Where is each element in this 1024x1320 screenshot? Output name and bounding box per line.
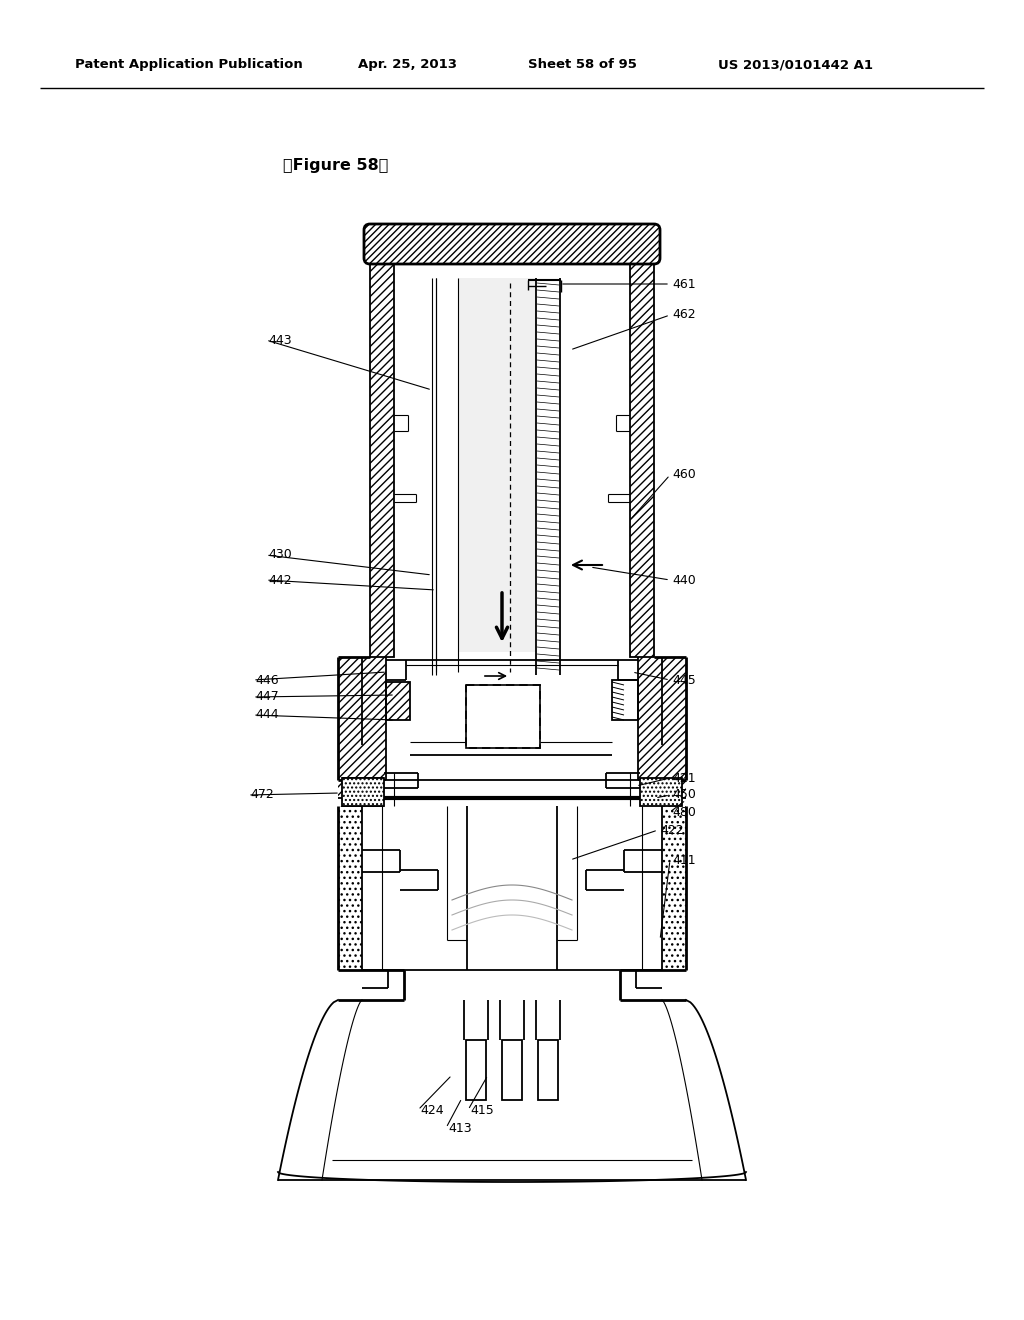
Text: 444: 444 <box>255 709 279 722</box>
Text: 440: 440 <box>672 573 695 586</box>
Bar <box>466 685 540 748</box>
Bar <box>466 685 540 748</box>
Bar <box>662 807 686 970</box>
Bar <box>342 777 384 807</box>
FancyBboxPatch shape <box>364 224 660 264</box>
Bar <box>638 657 686 780</box>
Bar <box>386 682 410 719</box>
Text: 460: 460 <box>672 469 695 482</box>
Text: 480: 480 <box>672 805 696 818</box>
Text: 472: 472 <box>250 788 273 801</box>
Text: 461: 461 <box>672 277 695 290</box>
Text: 447: 447 <box>255 690 279 704</box>
Text: Apr. 25, 2013: Apr. 25, 2013 <box>358 58 457 71</box>
Bar <box>612 680 638 719</box>
Text: US 2013/0101442 A1: US 2013/0101442 A1 <box>718 58 873 71</box>
Text: 445: 445 <box>672 673 695 686</box>
Text: 415: 415 <box>470 1104 494 1117</box>
Bar <box>338 780 362 799</box>
Text: 413: 413 <box>449 1122 472 1134</box>
Bar <box>662 780 686 799</box>
Bar <box>640 777 682 807</box>
Bar <box>502 1040 522 1100</box>
Bar <box>630 257 654 657</box>
Text: 424: 424 <box>420 1104 443 1117</box>
Text: 421: 421 <box>672 771 695 784</box>
Text: Sheet 58 of 95: Sheet 58 of 95 <box>528 58 637 71</box>
Text: 446: 446 <box>255 673 279 686</box>
Text: 443: 443 <box>268 334 292 346</box>
Bar <box>538 1040 558 1100</box>
Text: 430: 430 <box>268 549 292 561</box>
Text: 442: 442 <box>268 573 292 586</box>
Bar <box>466 1040 486 1100</box>
Text: 411: 411 <box>672 854 695 866</box>
Bar <box>458 279 536 652</box>
Text: Patent Application Publication: Patent Application Publication <box>75 58 303 71</box>
Text: 422: 422 <box>660 824 684 837</box>
Bar <box>338 807 362 970</box>
Bar <box>370 257 394 657</box>
Text: 450: 450 <box>672 788 696 801</box>
Text: 【Figure 58】: 【Figure 58】 <box>283 158 388 173</box>
Bar <box>338 657 386 780</box>
Text: 462: 462 <box>672 309 695 322</box>
